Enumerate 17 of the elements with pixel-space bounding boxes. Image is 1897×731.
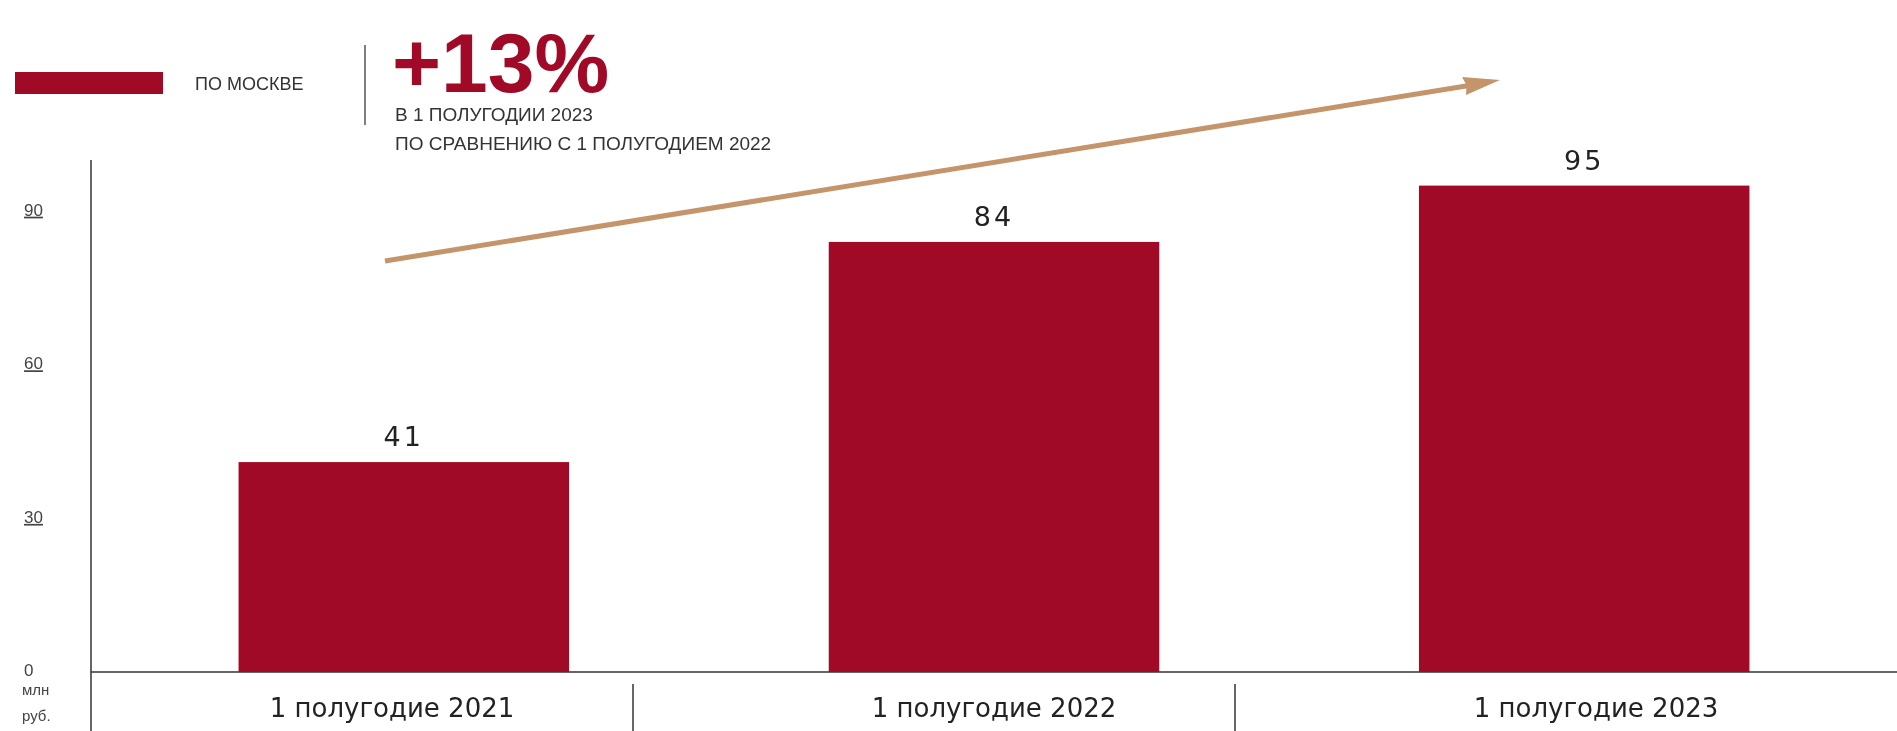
x-tick-label: 1 полугодие 2022 — [871, 693, 1117, 723]
bar — [238, 462, 570, 672]
y-axis-title: млн руб. — [22, 681, 51, 724]
data-label: 95 — [1564, 144, 1605, 176]
y-tick-label: 90 — [24, 200, 43, 220]
text: ПО МОСКВЕ — [195, 74, 304, 94]
x-tick-label: 1 полугодие 2023 — [1473, 693, 1719, 723]
y-tick-label: 60 — [24, 354, 43, 374]
data-label: 41 — [383, 421, 424, 453]
text: В 1 ПОЛУГОДИИ 2023 — [395, 104, 593, 125]
y-tick-label: 0 — [24, 661, 34, 681]
bar — [1418, 185, 1750, 672]
data-label: 84 — [973, 200, 1015, 232]
bar — [828, 241, 1160, 672]
x-tick-label: 1 полугодие 2021 — [269, 693, 515, 723]
y-tick-label: 30 — [24, 507, 43, 527]
text: ПО СРАВНЕНИЮ С 1 ПОЛУГОДИЕМ 2022 — [395, 133, 772, 154]
